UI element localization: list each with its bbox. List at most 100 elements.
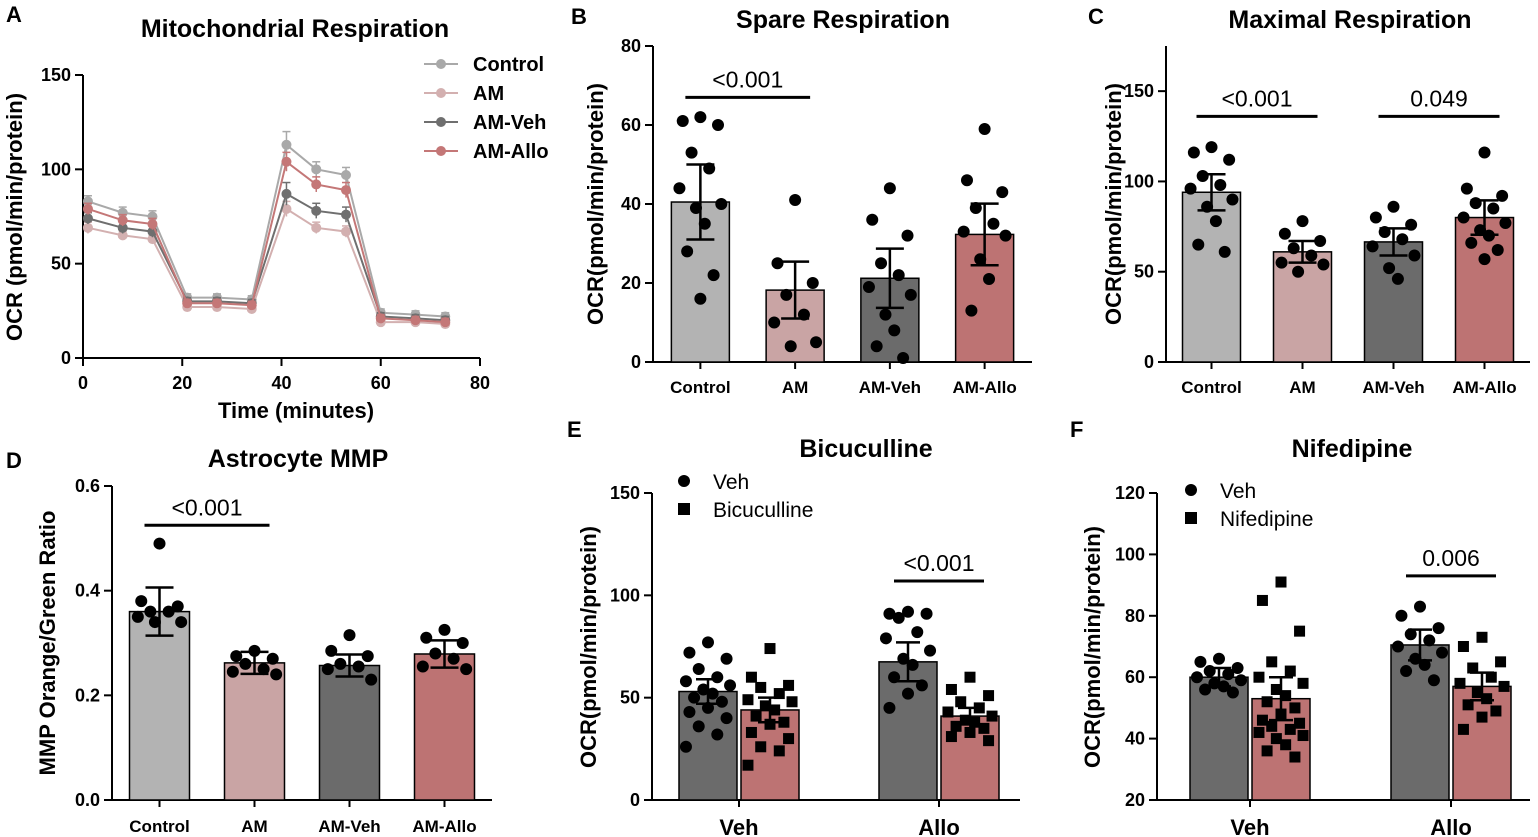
data-point: [702, 636, 714, 649]
y-tick-label: 0.4: [75, 581, 100, 601]
series-line: [87, 192, 446, 322]
data-point: [870, 340, 883, 353]
data-point: [688, 691, 701, 704]
panel-letter: F: [1070, 417, 1083, 442]
data-point: [1187, 146, 1200, 159]
data-point: [1395, 609, 1408, 622]
data-point: [1296, 215, 1309, 228]
data-point: [1369, 211, 1382, 224]
data-point: [683, 705, 696, 718]
data-point: [806, 277, 819, 289]
data-point: [438, 623, 451, 636]
data-point: [82, 203, 93, 214]
data-point: [897, 652, 910, 665]
data-point: [974, 253, 987, 266]
data-point: [945, 731, 957, 743]
data-point: [1457, 723, 1469, 735]
data-point: [983, 273, 996, 286]
panel-e: E Bicuculline 0 50 100 150 OCR(pmol/min/protei…: [567, 417, 1020, 837]
data-point: [341, 169, 352, 180]
data-point: [1491, 244, 1504, 257]
data-point: [694, 292, 707, 305]
data-point: [343, 629, 356, 642]
data-point: [745, 726, 757, 738]
data-point: [773, 688, 785, 700]
data-point: [694, 111, 707, 124]
data-point: [1405, 218, 1418, 231]
data-point: [447, 652, 460, 665]
y-axis-label: OCR(pmol/min/protein): [1080, 526, 1105, 768]
data-point: [759, 700, 771, 712]
y-tick-label: 0.0: [75, 790, 100, 810]
data-point: [1266, 656, 1278, 668]
data-point: [1481, 693, 1493, 705]
data-point: [771, 257, 784, 270]
data-point: [361, 650, 374, 663]
data-point: [1423, 634, 1436, 647]
data-point: [862, 280, 875, 293]
data-point: [1289, 702, 1301, 714]
data-point: [311, 179, 322, 190]
y-tick-label: 100: [1115, 544, 1145, 564]
data-point: [1460, 182, 1473, 195]
series-am-veh: [82, 181, 451, 326]
data-point: [325, 644, 338, 657]
data-point: [1261, 745, 1273, 757]
data-point: [239, 657, 252, 670]
data-point: [773, 745, 785, 757]
series-line: [87, 207, 446, 326]
data-point: [964, 726, 976, 738]
y-tick-label: 0: [630, 790, 640, 810]
data-point: [959, 714, 971, 726]
data-point: [148, 616, 161, 629]
series-line: [87, 143, 446, 318]
category-label: Control: [1181, 378, 1241, 397]
data-point: [1391, 640, 1404, 653]
data-point: [769, 704, 781, 716]
data-point: [1194, 655, 1207, 668]
data-point: [171, 600, 184, 613]
data-point: [1278, 227, 1291, 240]
data-point: [969, 716, 981, 728]
data-point: [1297, 730, 1309, 742]
data-point: [1499, 216, 1512, 229]
data-point: [1409, 652, 1422, 665]
data-point: [429, 647, 442, 660]
data-point: [1214, 179, 1227, 192]
bar-am-allo: [1454, 216, 1515, 363]
data-point: [281, 203, 292, 214]
panel-d: D Astrocyte MMP 0.0 0.2 0.4 0.6 MMP Orange/Gre…: [6, 445, 492, 836]
data-point: [883, 607, 896, 620]
data-point: [1383, 262, 1396, 275]
data-point: [712, 119, 725, 131]
data-point: [904, 288, 917, 301]
data-point: [883, 701, 896, 714]
legend-label: AM: [473, 83, 504, 105]
data-point: [764, 718, 776, 730]
data-point: [689, 201, 702, 214]
data-point: [1467, 662, 1479, 674]
data-point: [246, 300, 257, 311]
legend-marker: [678, 475, 690, 487]
data-point: [1256, 594, 1268, 606]
data-point: [707, 269, 720, 282]
chart-title: Mitochondrial Respiration: [141, 15, 449, 43]
data-point: [226, 665, 239, 678]
y-tick-label: 60: [621, 115, 641, 135]
data-point: [715, 198, 728, 210]
data-point: [1275, 256, 1288, 269]
data-point: [1305, 249, 1318, 262]
data-point: [281, 156, 292, 167]
series-control: [82, 130, 451, 322]
data-point: [175, 616, 188, 629]
data-point: [135, 595, 148, 608]
x-tick-label: 0: [78, 373, 88, 393]
y-tick-label: 80: [621, 36, 641, 56]
category-label: Allo: [1430, 815, 1472, 837]
legend-marker: [436, 117, 446, 127]
data-point: [679, 675, 692, 688]
y-tick-label: 0: [631, 352, 641, 372]
bar-am-veh: [318, 664, 381, 801]
legend-label: Veh: [1220, 480, 1256, 503]
data-point: [902, 605, 914, 618]
